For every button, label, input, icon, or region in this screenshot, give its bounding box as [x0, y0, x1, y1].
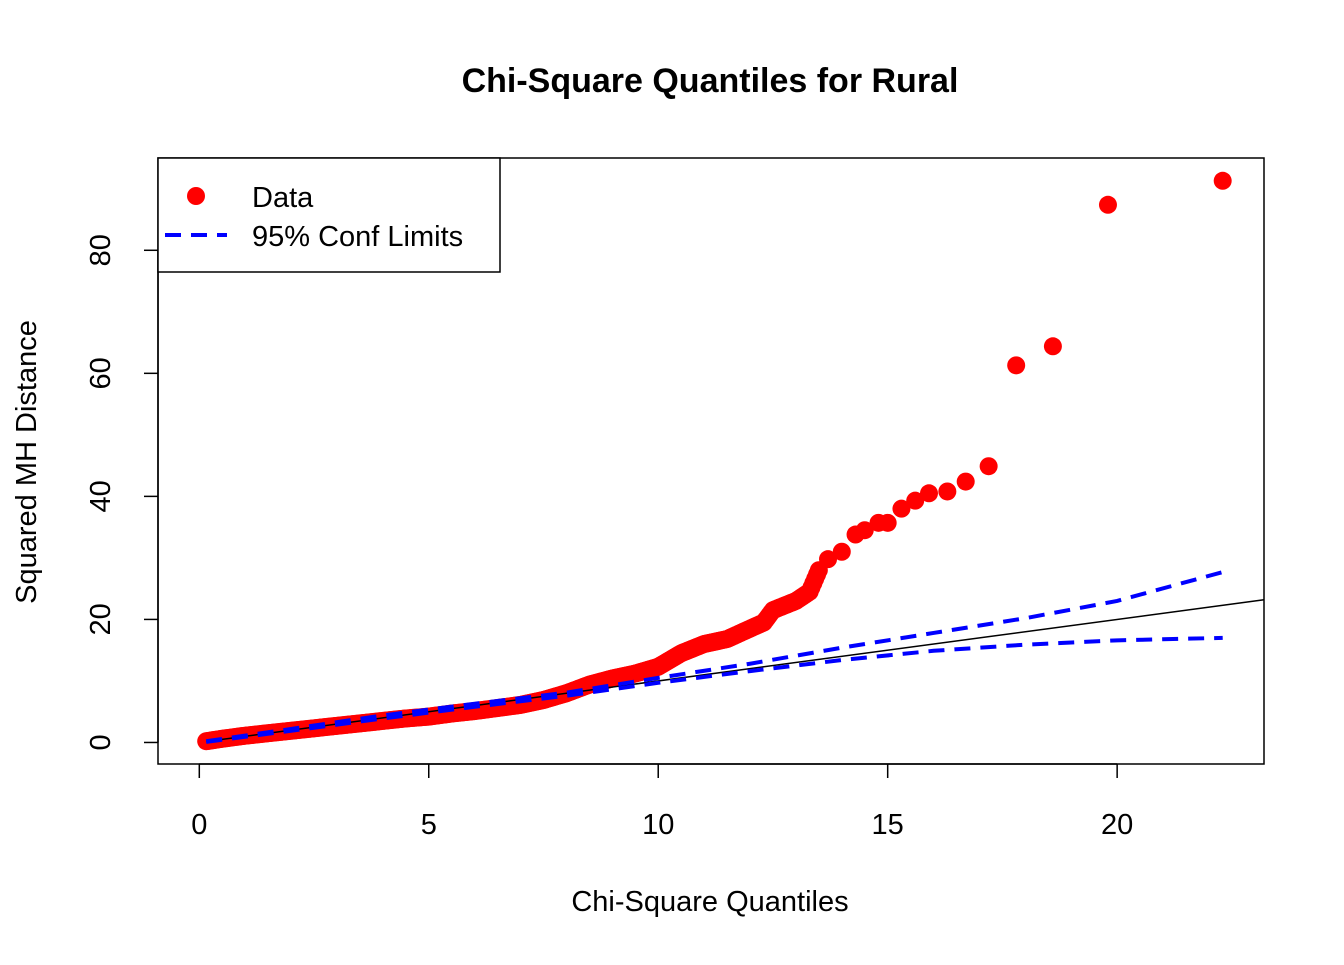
x-tick-label: 10 [642, 809, 674, 841]
data-point [1043, 337, 1062, 356]
legend-label-conf: 95% Conf Limits [252, 221, 463, 253]
data-point [878, 513, 897, 532]
conf-limit-lower [205, 635, 1223, 744]
data-point [1007, 356, 1026, 375]
reference-line [206, 598, 1265, 743]
data-point [1098, 195, 1117, 214]
data-point [1213, 171, 1232, 190]
x-tick-label: 15 [872, 809, 904, 841]
data-point [892, 499, 911, 518]
chart-title: Chi-Square Quantiles for Rural [462, 62, 959, 100]
x-tick-label: 20 [1101, 809, 1133, 841]
y-tick-label: 80 [85, 234, 117, 266]
data-point [938, 482, 957, 501]
data-point [819, 550, 838, 569]
legend-data-marker [187, 187, 205, 205]
conf-limit-upper [205, 570, 1224, 744]
legend-box [157, 157, 501, 273]
legend: Data 95% Conf Limits [157, 157, 501, 273]
data-layer [197, 171, 1265, 751]
y-axis-title: Squared MH Distance [11, 320, 43, 604]
y-tick-label: 60 [85, 357, 117, 389]
y-tick-label: 20 [85, 603, 117, 635]
data-point [906, 491, 925, 510]
x-axis-title: Chi-Square Quantiles [571, 886, 848, 918]
data-point [956, 472, 975, 491]
data-point [855, 521, 874, 540]
x-tick-label: 5 [421, 809, 437, 841]
data-point [979, 457, 998, 476]
data-point [832, 542, 851, 561]
legend-label-data: Data [252, 182, 314, 214]
x-tick-label: 0 [191, 809, 207, 841]
data-point [919, 484, 938, 503]
y-tick-label: 40 [85, 480, 117, 512]
axes-layer: 0 5 10 15 20 0 20 40 60 80 [85, 234, 1133, 841]
y-tick-label: 0 [85, 734, 117, 750]
